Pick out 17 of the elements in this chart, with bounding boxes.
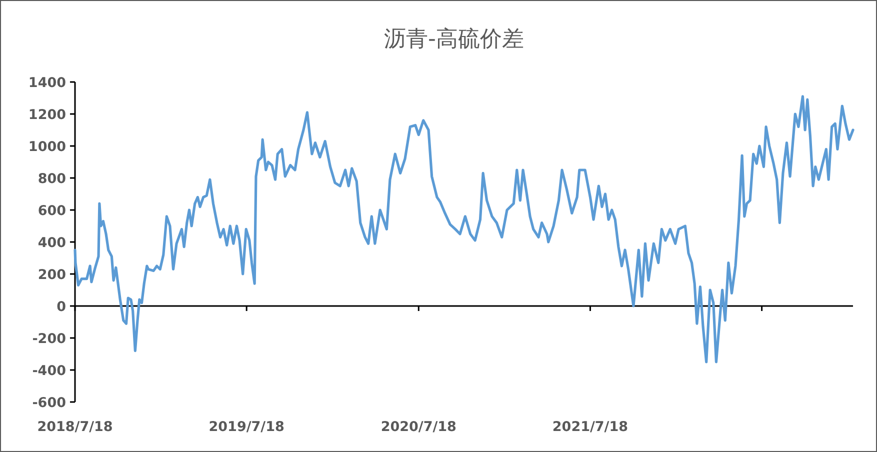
- x-tick-label: 2020/7/18: [380, 419, 456, 435]
- y-tick-label: 400: [38, 235, 66, 251]
- y-tick-label: 1000: [28, 139, 66, 155]
- y-tick-label: -600: [32, 395, 66, 411]
- y-tick-label: -400: [32, 363, 66, 379]
- y-tick-label: 0: [56, 299, 66, 315]
- chart-title: 沥青-高硫价差: [384, 27, 524, 52]
- x-tick-label: 2018/7/18: [37, 419, 113, 435]
- line-series: [74, 95, 854, 364]
- y-tick-label: 1200: [28, 107, 66, 123]
- y-tick-label: 1400: [28, 75, 66, 91]
- y-tick-label: 200: [38, 267, 66, 283]
- y-tick-label: 600: [38, 203, 66, 219]
- y-tick-label: 800: [38, 171, 66, 187]
- x-tick-label: 2021/7/18: [552, 419, 628, 435]
- x-tick-label: 2019/7/18: [208, 419, 284, 435]
- y-tick-label: -200: [32, 331, 66, 347]
